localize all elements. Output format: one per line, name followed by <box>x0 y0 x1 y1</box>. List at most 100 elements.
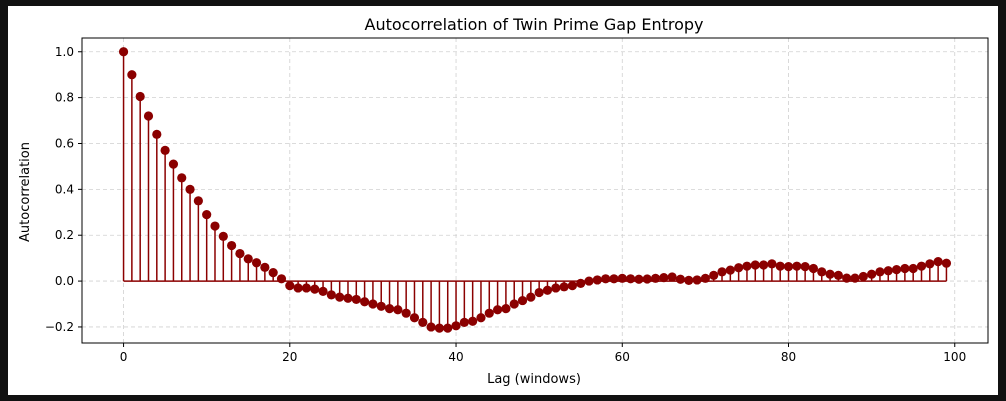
stem-marker <box>709 270 719 280</box>
stem-marker <box>143 111 154 121</box>
stem-marker <box>443 323 453 333</box>
stem-marker <box>476 313 486 323</box>
stem-marker <box>227 240 237 251</box>
stem-marker <box>393 305 403 315</box>
stem-marker <box>700 273 710 283</box>
stem-marker <box>526 292 536 302</box>
stem-marker <box>168 159 179 169</box>
x-tick-label: 100 <box>943 350 966 364</box>
axes: 0 20 40 60 80 100 −0.2 0.0 0.2 0.4 0.6 0.8 1.0 <box>45 37 989 364</box>
stem-marker <box>916 261 927 271</box>
stem-marker <box>384 304 395 314</box>
stem-marker <box>941 258 952 268</box>
stem-marker <box>409 313 420 323</box>
stem-marker <box>160 145 170 155</box>
x-tick-label: 0 <box>120 350 128 364</box>
y-tick-label: 0.4 <box>55 182 74 196</box>
stem-marker <box>185 184 195 194</box>
stem-marker <box>318 286 328 297</box>
stem-marker <box>642 274 652 284</box>
stem-marker <box>933 256 943 267</box>
stem-marker <box>534 287 544 298</box>
y-tick-label: 0.0 <box>55 274 74 288</box>
y-tick-label: 0.2 <box>55 228 74 242</box>
stem-marker <box>783 262 794 272</box>
stem-marker <box>210 221 220 231</box>
stem-marker <box>867 269 877 279</box>
stem-marker <box>260 262 270 272</box>
stem-marker <box>293 283 303 293</box>
stem-marker <box>218 231 228 241</box>
stem-marker <box>301 283 312 293</box>
stem-marker <box>625 274 636 284</box>
stem-marker <box>567 281 578 291</box>
x-axis-label: Lag (windows) <box>487 372 581 387</box>
stem-marker <box>335 292 345 302</box>
stem-marker <box>434 323 445 333</box>
y-axis-label: Autocorrelation <box>18 142 33 242</box>
stem-marker <box>492 305 503 315</box>
stem-marker <box>800 262 810 272</box>
stem-marker <box>426 322 436 332</box>
stem-marker <box>343 293 353 303</box>
stem-marker <box>675 274 686 284</box>
stem-marker <box>285 281 295 291</box>
stem-marker <box>617 273 627 283</box>
stem-marker <box>650 273 661 283</box>
y-tick-label: −0.2 <box>45 320 74 334</box>
stem-marker <box>792 261 802 271</box>
stem-marker <box>692 275 702 285</box>
stem-marker <box>742 261 752 271</box>
stem-marker <box>118 47 129 57</box>
stem-marker <box>202 209 212 220</box>
stem-marker <box>351 294 361 305</box>
stem-marker <box>177 173 187 183</box>
stem-marker <box>808 263 819 274</box>
stem-marker <box>667 272 677 282</box>
stem-marker <box>825 269 835 279</box>
stem-marker <box>135 91 145 102</box>
stem-marker <box>152 129 162 139</box>
stem-marker <box>775 261 785 271</box>
stem-marker <box>376 301 386 311</box>
stem-marker <box>127 70 137 80</box>
stem-marker <box>559 282 569 292</box>
stem-marker <box>601 274 611 284</box>
x-tick-label: 60 <box>615 350 630 364</box>
y-tick-label: 0.8 <box>55 91 74 105</box>
stem-marker <box>584 276 594 286</box>
stem-marker <box>684 275 694 285</box>
stem-marker <box>509 299 519 309</box>
x-tick-label: 80 <box>781 350 796 364</box>
stem-marker <box>451 321 461 331</box>
chart-title: Autocorrelation of Twin Prime Gap Entrop… <box>365 15 704 34</box>
stem-marker <box>850 273 860 283</box>
stem-marker <box>576 278 586 288</box>
stem-marker <box>717 267 727 277</box>
stem-marker <box>501 304 511 314</box>
x-tick-label: 20 <box>282 350 297 364</box>
figure-frame: 0 20 40 60 80 100 −0.2 0.0 0.2 0.4 0.6 0.8 1.0 Autoc… <box>8 6 998 395</box>
stem-marker <box>725 265 735 275</box>
stem-marker <box>758 260 769 270</box>
stem-marker <box>243 254 253 264</box>
stem-marker <box>418 317 428 327</box>
stem-marker <box>326 290 336 300</box>
stem-marker <box>517 295 528 306</box>
stem-marker <box>551 283 561 293</box>
stem-marker <box>817 267 827 277</box>
stem-marker <box>734 263 744 273</box>
autocorrelation-chart: 0 20 40 60 80 100 −0.2 0.0 0.2 0.4 0.6 0.8 1.0 Autoc… <box>18 15 989 387</box>
stem-marker <box>484 308 494 318</box>
stem-marker <box>401 308 411 318</box>
y-tick-label: 1.0 <box>55 45 74 59</box>
stem-marker <box>750 260 760 270</box>
stem-marker <box>891 265 902 275</box>
stem-marker <box>908 263 918 274</box>
stem-marker <box>767 259 777 269</box>
stem-marker <box>193 196 203 206</box>
y-tick-label: 0.6 <box>55 136 74 150</box>
x-tick-label: 40 <box>448 350 463 364</box>
stem-marker <box>276 274 287 284</box>
stem-marker <box>268 267 278 278</box>
